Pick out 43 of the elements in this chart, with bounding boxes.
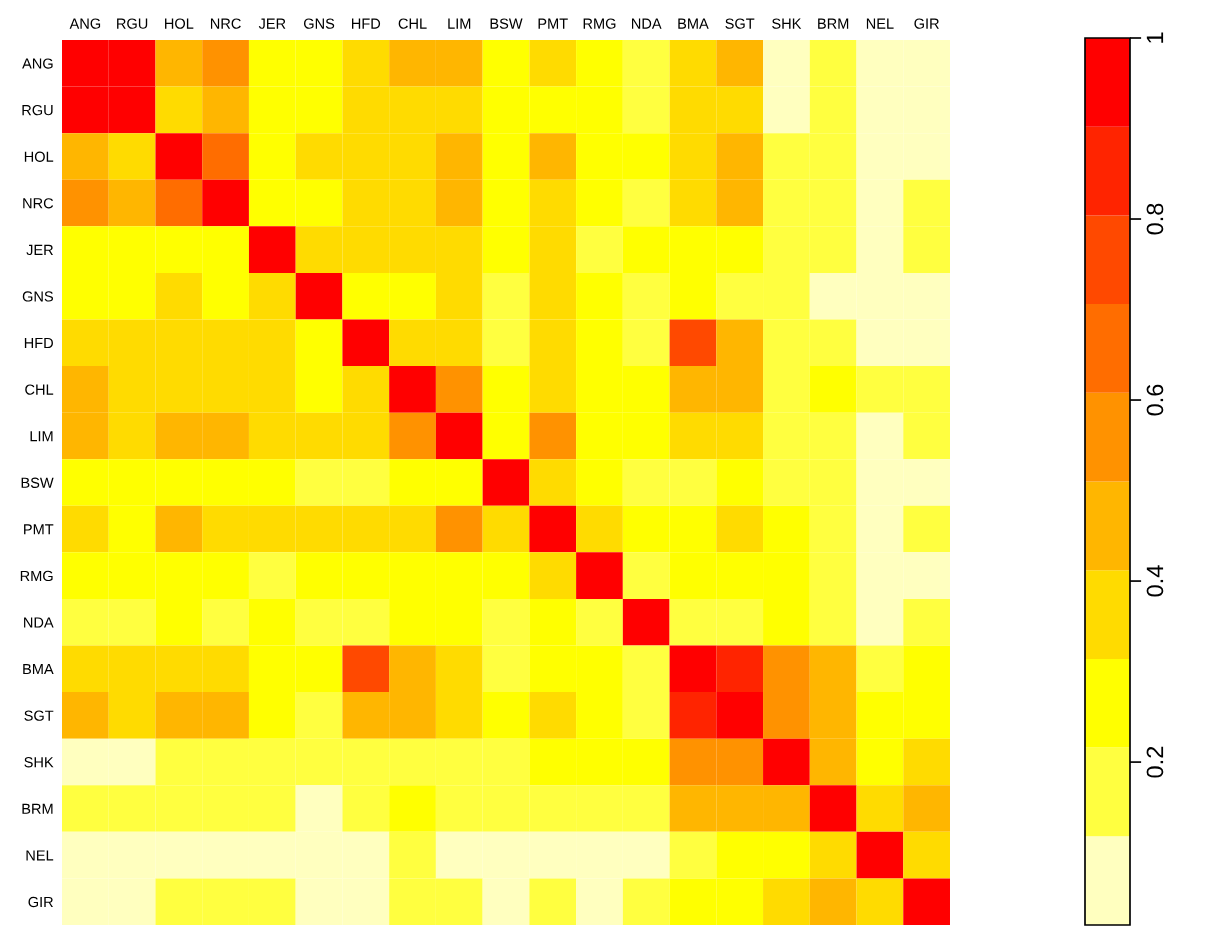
x-tick-label: SHK (772, 18, 802, 29)
y-tick-label: HOL (24, 151, 54, 162)
x-tick-label: BMA (678, 18, 709, 29)
y-tick-label: CHL (25, 384, 54, 395)
y-tick-label: RMG (20, 570, 53, 582)
y-tick-label: NRC (23, 198, 54, 209)
y-tick-label: SGT (24, 710, 54, 721)
y-tick-label: BRM (22, 803, 53, 814)
y-tick-label: GIR (28, 896, 53, 908)
color-bar-label: 0.4 (1146, 565, 1164, 597)
x-tick-label: GNS (303, 18, 335, 29)
x-tick-label: NRC (210, 18, 241, 29)
y-tick-label: BSW (21, 477, 54, 488)
x-tick-label: ANG (69, 18, 101, 29)
y-tick-label: RGU (22, 104, 53, 116)
x-tick-label: LIM (448, 18, 471, 29)
y-tick-label: JER (26, 244, 53, 256)
x-tick-label: SGT (725, 18, 755, 29)
y-tick-label: NDA (24, 617, 54, 628)
x-tick-label: CHL (398, 18, 427, 29)
x-tick-label: BRM (818, 18, 849, 29)
y-tick-label: ANG (22, 58, 53, 69)
y-tick-label: HFD (24, 338, 53, 349)
y-tick-label: SHK (24, 757, 54, 768)
color-bar-label: 0.8 (1146, 203, 1164, 235)
x-tick-label: JER (258, 18, 286, 29)
x-tick-label: PMT (538, 18, 568, 29)
y-tick-label: PMT (24, 524, 54, 535)
y-tick-label: LIM (30, 431, 53, 442)
x-tick-label: NDA (632, 18, 662, 29)
color-bar-label: 1 (1146, 32, 1164, 43)
x-tick-label: HFD (352, 18, 381, 29)
x-tick-label: RMG (583, 18, 616, 29)
y-tick-label: GNS (22, 291, 53, 302)
x-tick-label: BSW (490, 18, 523, 29)
x-tick-label: RGU (117, 18, 148, 29)
x-tick-label: GIR (914, 18, 939, 29)
color-bar-label: 0.6 (1146, 384, 1164, 416)
x-tick-label: NEL (866, 18, 894, 29)
y-tick-label: BMA (23, 664, 54, 675)
y-tick-label: NEL (26, 850, 54, 861)
x-tick-label: HOL (165, 18, 194, 29)
color-bar-label: 0.2 (1146, 746, 1164, 778)
